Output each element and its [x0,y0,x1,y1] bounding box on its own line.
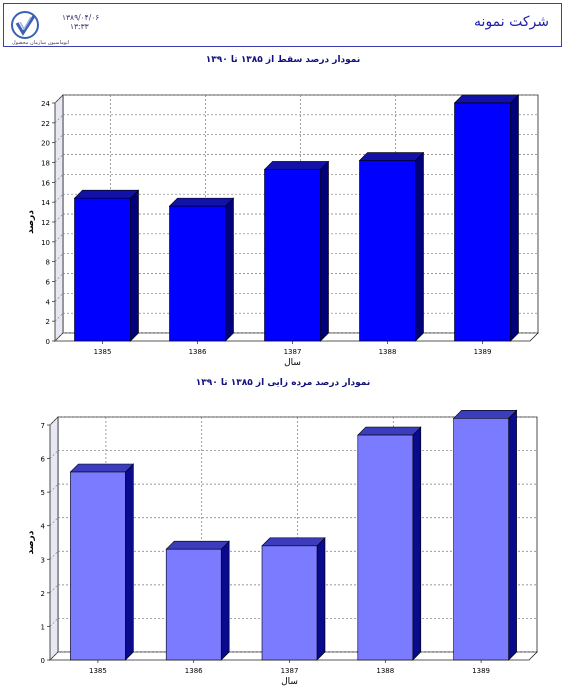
y-tick-label: 2 [46,318,50,326]
bar-top [69,463,135,473]
x-tick-label: 1386 [185,667,203,675]
y-gridline-side [54,273,64,282]
y-gridline-side [49,416,59,426]
x-tick-label: 1388 [379,348,397,356]
y-gridline-side [49,618,59,627]
bar-1387 [261,545,318,661]
y-tick-label: 5 [41,489,45,497]
bar-side [220,540,230,661]
y-axis-label: درصد [26,530,36,554]
y-tick-label: 4 [46,298,51,306]
y-gridline-side [49,551,59,560]
company-name: شرکت نمونه [474,14,549,30]
y-gridline-side [54,293,64,302]
y-gridline-side [49,450,59,459]
x-axis-label: سال [281,677,298,687]
bar-1387 [264,169,321,342]
bar-side [412,426,422,661]
y-gridline-side [54,253,64,262]
chart2-stillbirth-percent: 0 1 2 3 4 5 6 7 1385 1386 1387 1388 1389 سال درصد [26,409,538,687]
x-tick-label: 1387 [281,667,299,675]
bar-1389 [454,102,511,342]
y-tick-label: 16 [41,179,50,187]
company-logo-icon [11,11,39,39]
y-gridline-side [54,193,64,203]
y-tick-label: 8 [46,259,50,267]
y-gridline-side [49,483,59,493]
y-tick-label: 24 [41,100,50,108]
chart1-title: نمودار درصد سقط از ۱۳۸۵ تا ۱۳۹۰ [205,55,361,65]
header-divider [3,46,562,47]
report-header: ۱۳۸۹/۰۴/۰۶ ۱۳:۳۳ اتوماسیون سازمان محصول … [3,3,562,47]
bar-side [510,94,519,342]
y-gridline-side [49,584,59,594]
y-tick-label: 10 [41,239,50,247]
bar-top [73,189,140,199]
bar-top [357,426,422,436]
y-gridline-side [54,94,64,104]
y-tick-label: 18 [41,160,50,168]
bar-side [415,151,424,342]
y-tick-label: 22 [41,120,50,128]
x-tick-label: 1387 [284,348,302,356]
bar-top [358,152,425,161]
bar-top [263,161,330,170]
y-gridline-side [54,213,64,223]
y-tick-label: 0 [46,338,50,346]
y-gridline-side [54,154,64,163]
x-axis-label: سال [284,358,301,368]
y-tick-label: 6 [46,279,51,287]
bar-side [508,409,517,661]
bar-1388 [357,434,414,661]
bar-side [320,160,329,342]
x-tick-label: 1385 [94,348,112,356]
y-tick-label: 4 [41,523,46,531]
bar-1386 [169,205,226,342]
report-date: ۱۳۸۹/۰۴/۰۶ [62,13,100,22]
y-gridline-side [49,651,59,661]
y-tick-label: 3 [41,556,45,564]
y-tick-label: 20 [41,140,50,148]
y-gridline-side [54,134,64,143]
y-tick-label: 0 [41,657,45,665]
y-tick-label: 1 [41,623,45,631]
bar-side [225,197,234,342]
y-gridline-side [54,114,64,124]
bar-top [165,540,230,550]
y-gridline-side [54,332,64,342]
y-axis-label: درصد [26,210,36,234]
bar-top [168,197,235,207]
bar-top [452,409,518,419]
bar-top [261,537,326,547]
bar-side [130,189,139,342]
bar-1386 [165,548,222,661]
chart2-title: نمودار درصد مرده زایی از ۱۳۸۵ تا ۱۳۹۰ [195,378,371,388]
report-time: ۱۳:۳۳ [70,22,89,31]
x-tick-label: 1389 [472,667,490,675]
bar-1385 [74,197,131,342]
y-tick-label: 14 [41,199,50,207]
bar-side [125,463,134,661]
y-gridline-side [49,517,59,526]
x-tick-label: 1388 [376,667,394,675]
y-tick-label: 7 [41,422,45,430]
y-tick-label: 2 [41,590,45,598]
y-gridline-side [54,312,64,322]
y-gridline-side [54,174,64,183]
bar-1389 [453,417,509,661]
bar-1388 [359,160,416,342]
bar-side [316,537,326,661]
x-tick-label: 1385 [89,667,107,675]
y-tick-label: 6 [41,456,46,464]
plot-side-wall [49,416,59,661]
logo-caption: اتوماسیون سازمان محصول [12,40,70,46]
bar-top [453,94,520,104]
y-gridline-side [54,233,64,243]
bar-1385 [70,471,126,661]
x-tick-label: 1386 [189,348,207,356]
y-tick-label: 12 [41,219,50,227]
x-tick-label: 1389 [474,348,492,356]
